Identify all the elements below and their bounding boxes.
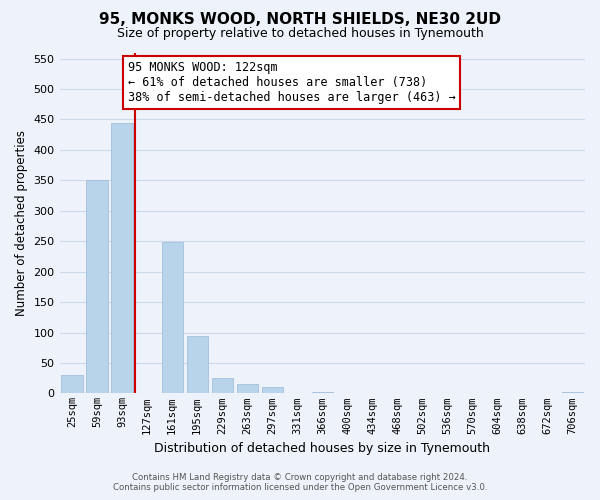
Text: 95 MONKS WOOD: 122sqm
← 61% of detached houses are smaller (738)
38% of semi-det: 95 MONKS WOOD: 122sqm ← 61% of detached … <box>128 61 455 104</box>
Text: 95, MONKS WOOD, NORTH SHIELDS, NE30 2UD: 95, MONKS WOOD, NORTH SHIELDS, NE30 2UD <box>99 12 501 28</box>
Bar <box>61 375 83 394</box>
Text: Size of property relative to detached houses in Tynemouth: Size of property relative to detached ho… <box>116 28 484 40</box>
Bar <box>212 378 233 394</box>
Bar <box>262 388 283 394</box>
Bar <box>161 242 183 394</box>
Bar <box>562 392 583 394</box>
Bar <box>112 122 133 394</box>
Y-axis label: Number of detached properties: Number of detached properties <box>15 130 28 316</box>
Bar <box>311 392 333 394</box>
X-axis label: Distribution of detached houses by size in Tynemouth: Distribution of detached houses by size … <box>154 442 490 455</box>
Text: Contains HM Land Registry data © Crown copyright and database right 2024.
Contai: Contains HM Land Registry data © Crown c… <box>113 473 487 492</box>
Bar <box>187 336 208 394</box>
Bar <box>236 384 258 394</box>
Bar <box>86 180 108 394</box>
